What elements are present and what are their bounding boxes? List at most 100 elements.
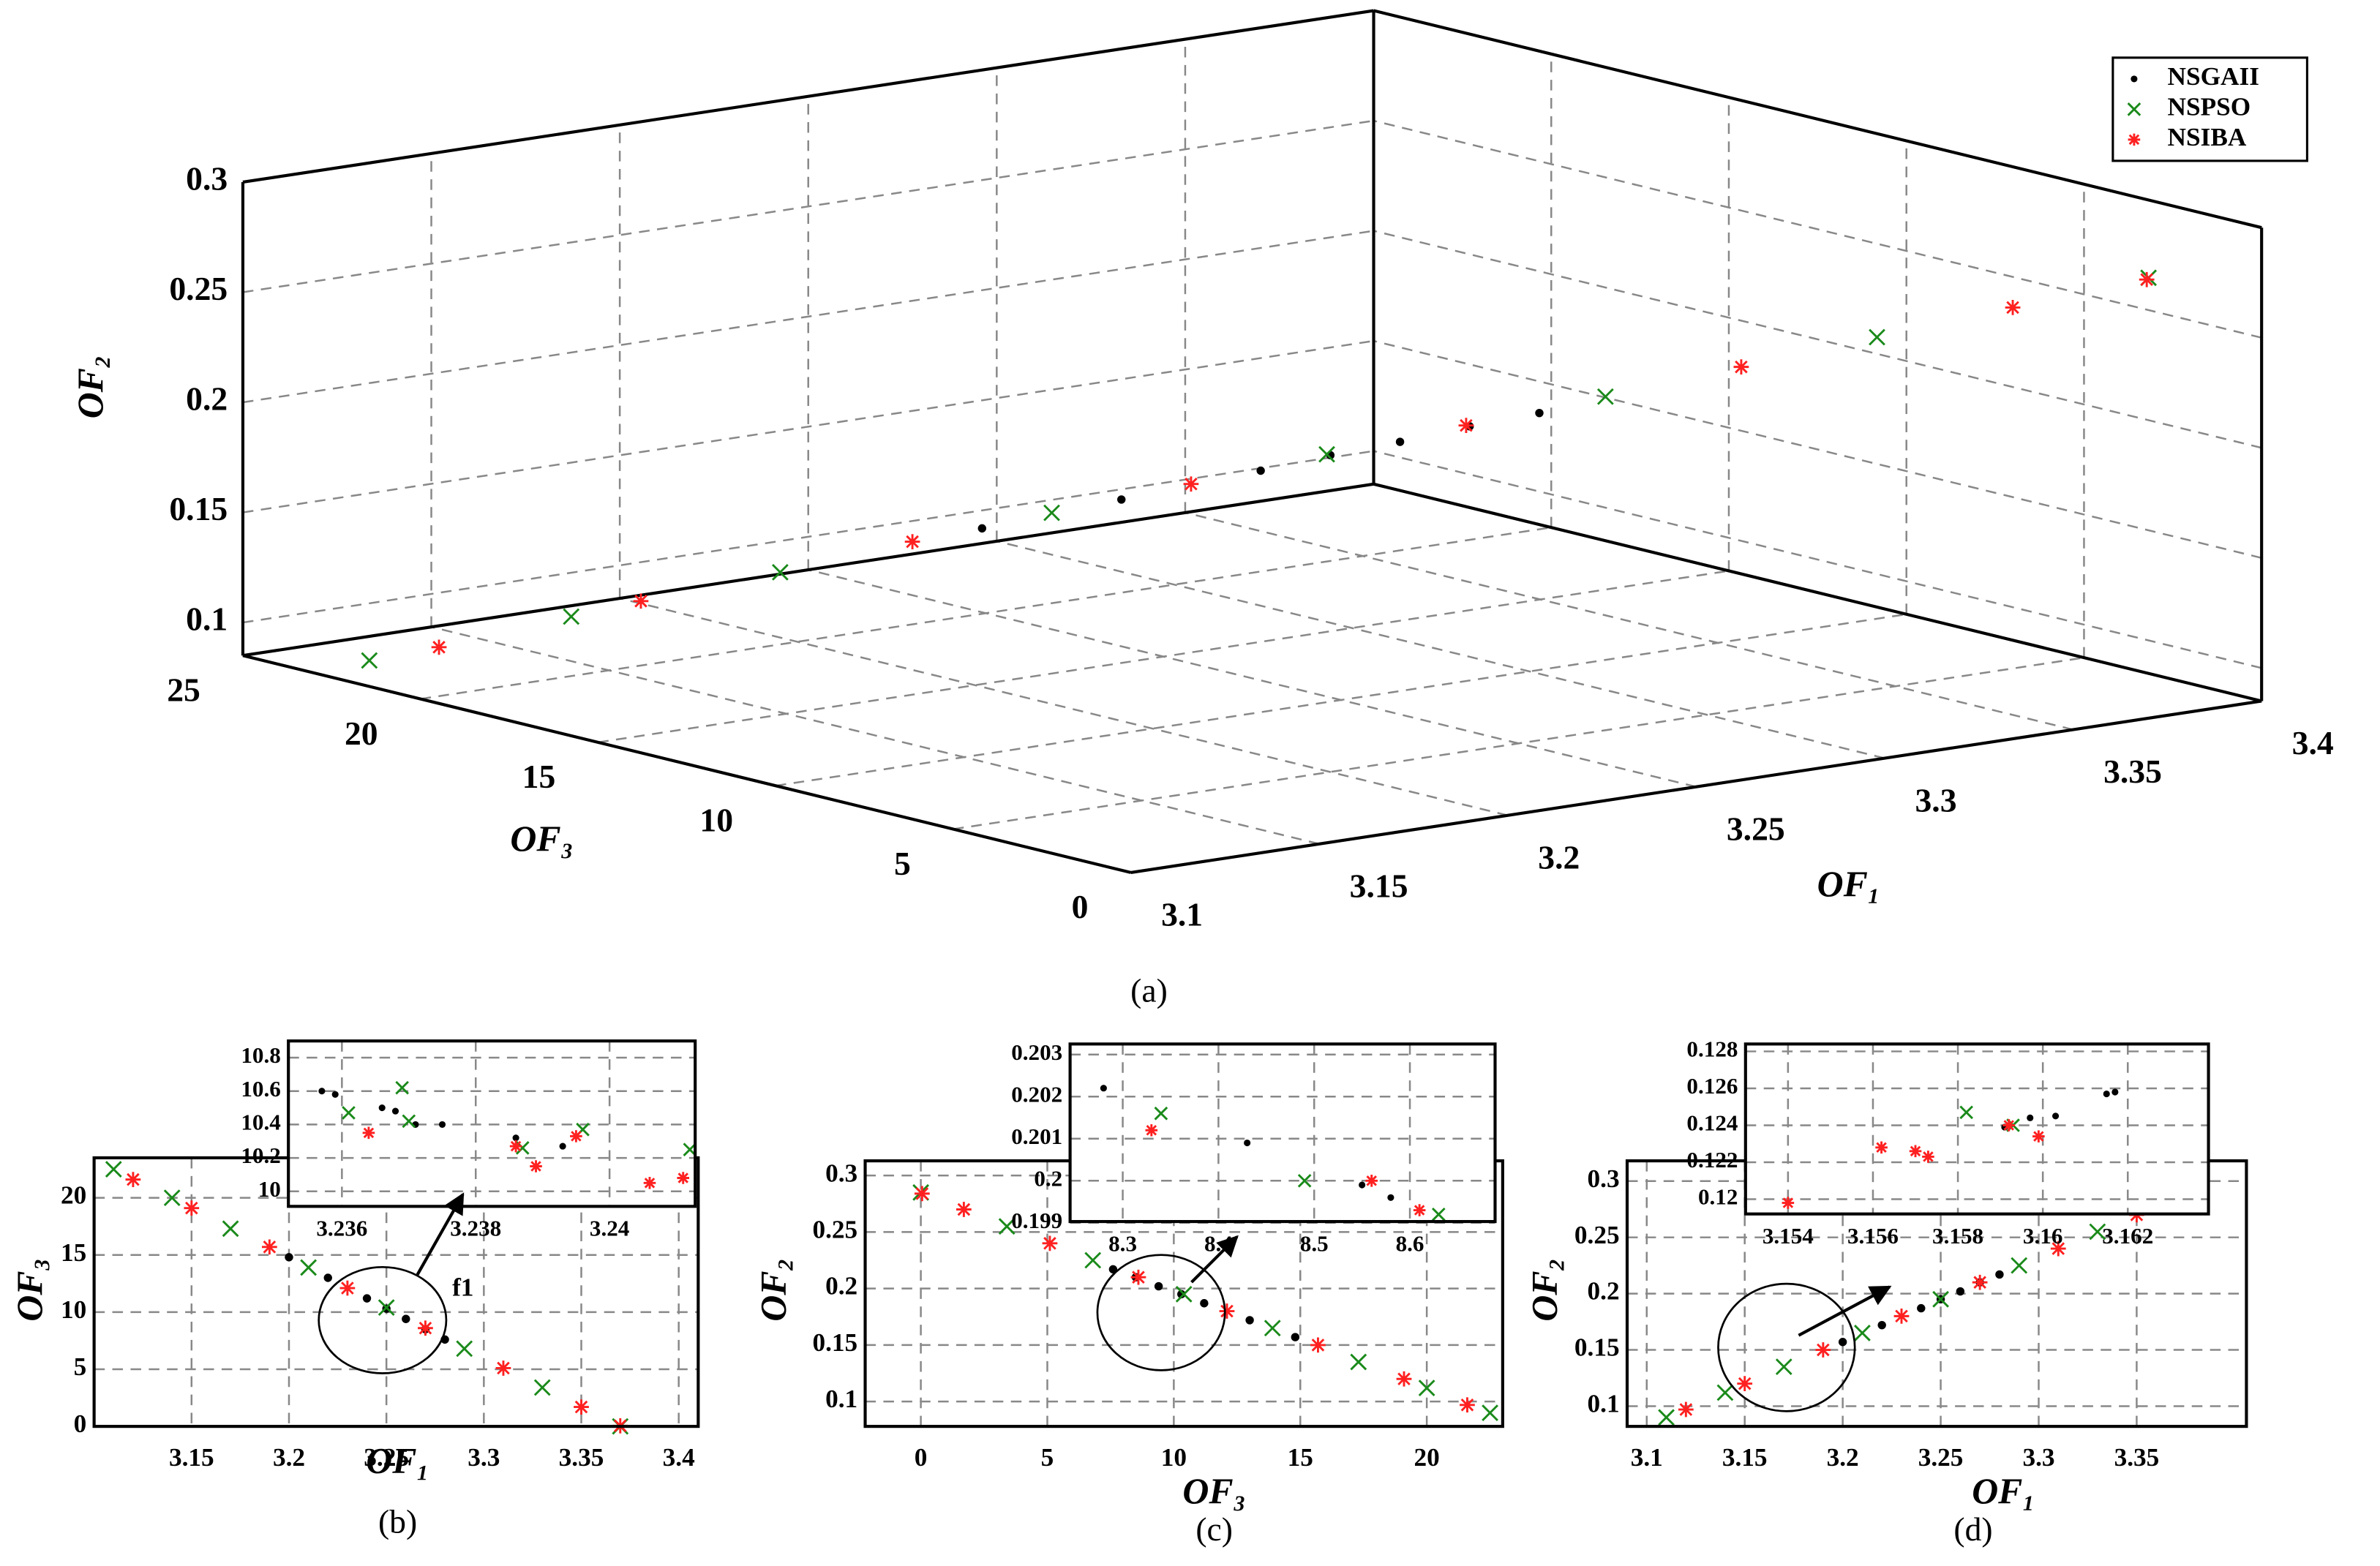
x-axis-label: OF₁	[1972, 1471, 2035, 1511]
zoom-circle	[1717, 1282, 1856, 1412]
legend-label: NSIBA	[2168, 123, 2247, 151]
point	[391, 1107, 399, 1115]
point	[1909, 1145, 1922, 1158]
point	[438, 1121, 446, 1128]
zoom-arrow	[1798, 1285, 1892, 1337]
point	[1917, 1303, 1926, 1313]
y-tick-label: 0.3	[825, 1159, 857, 1187]
point	[1460, 1397, 1475, 1413]
x-tick-label: 3.2	[1827, 1443, 1859, 1472]
grid-line	[775, 613, 1907, 787]
point	[1154, 1281, 1163, 1291]
y-tick-label: 0.15	[1574, 1333, 1620, 1362]
x-tick-label: 3.35	[2114, 1443, 2160, 1472]
point	[339, 1280, 356, 1296]
point	[1458, 418, 1474, 434]
grid-line	[1185, 511, 2073, 731]
legend-marker	[2127, 102, 2141, 116]
y-tick-label: 10	[258, 1176, 281, 1202]
point	[1183, 476, 1199, 492]
point	[677, 1172, 690, 1184]
point	[402, 1114, 416, 1129]
x-tick-label: 3.15	[1350, 867, 1408, 905]
grid-line	[953, 656, 2084, 830]
point	[914, 1186, 930, 1202]
x-tick-label: 3.25	[1727, 810, 1785, 847]
x-tick-label: 3.24	[590, 1216, 629, 1241]
point	[456, 1340, 473, 1358]
point	[1245, 1316, 1254, 1325]
y-tick-label: 10.2	[241, 1142, 280, 1168]
point	[1418, 1379, 1435, 1397]
x-tick-label: 3.25	[364, 1443, 409, 1472]
point	[362, 1126, 375, 1140]
point	[530, 1160, 542, 1172]
x-tick-label: 3.3	[468, 1443, 500, 1472]
point	[1893, 1309, 1910, 1324]
zoom-arrow	[416, 1192, 465, 1276]
y-tick-label: 15	[61, 1238, 86, 1267]
x-tick-label: 3.3	[1915, 781, 1956, 818]
point	[771, 563, 789, 581]
zoom-circle	[318, 1265, 448, 1374]
point	[570, 1130, 582, 1142]
point	[574, 1399, 589, 1415]
plot-frame	[1743, 1042, 2210, 1216]
x-tick-label: 3.3	[2022, 1443, 2054, 1472]
y-tick-label: 0.124	[1686, 1110, 1738, 1136]
y-axis-label: OF₃	[510, 818, 574, 859]
axis-edge	[242, 482, 1374, 658]
point	[1395, 437, 1405, 446]
point	[184, 1200, 200, 1216]
y-tick-label: 0.2	[1034, 1165, 1062, 1191]
x-tick-label: 3.2	[1538, 838, 1580, 876]
point	[1318, 445, 1335, 463]
x-tick-label: 3.15	[169, 1443, 214, 1472]
x-tick-label: 8.3	[1108, 1230, 1137, 1256]
y-tick-label: 0.126	[1686, 1073, 1738, 1099]
point	[1244, 1139, 1251, 1147]
point	[1658, 1409, 1675, 1426]
point	[1733, 359, 1749, 375]
x-axis-label: OF₁	[1817, 864, 1881, 904]
caption: (d)	[1953, 1510, 1992, 1548]
point	[318, 1088, 326, 1095]
x-tick-label: 3.1	[1161, 896, 1203, 933]
point	[1219, 1303, 1235, 1319]
x-tick-label: 3.236	[316, 1216, 367, 1241]
grid-line	[242, 339, 1374, 513]
point	[261, 1239, 277, 1255]
grid-line	[242, 119, 1374, 293]
point	[1175, 1285, 1193, 1303]
x-tick-label: 3.35	[559, 1443, 604, 1472]
point	[2052, 1113, 2060, 1120]
point	[1413, 1204, 1426, 1216]
grid-line	[431, 625, 1320, 846]
x-tick-label: 3.238	[450, 1216, 501, 1241]
grid-line	[1373, 339, 2262, 559]
point	[1596, 388, 1614, 405]
point	[1396, 1371, 1412, 1387]
point	[1535, 408, 1544, 418]
point	[323, 1273, 332, 1282]
point	[2002, 1119, 2016, 1132]
y-axis-label: OF₂	[1525, 1258, 1565, 1322]
x-tick-label: 20	[1414, 1443, 1440, 1472]
point	[1782, 1197, 1795, 1209]
axis-edge	[1373, 482, 2262, 703]
y-tick-label: 0.203	[1011, 1039, 1062, 1065]
point	[1877, 1320, 1886, 1330]
point	[1350, 1353, 1367, 1371]
y-tick-label: 20	[61, 1181, 86, 1210]
point	[300, 1259, 318, 1276]
caption: (a)	[1130, 971, 1168, 1009]
point	[285, 1253, 293, 1262]
point	[2139, 271, 2155, 287]
point	[1100, 1085, 1107, 1092]
x-tick-label: 3.35	[2103, 753, 2162, 790]
point	[2005, 300, 2021, 315]
point	[1256, 466, 1265, 475]
x-tick-label: 3.156	[1847, 1223, 1899, 1249]
point	[125, 1172, 141, 1187]
